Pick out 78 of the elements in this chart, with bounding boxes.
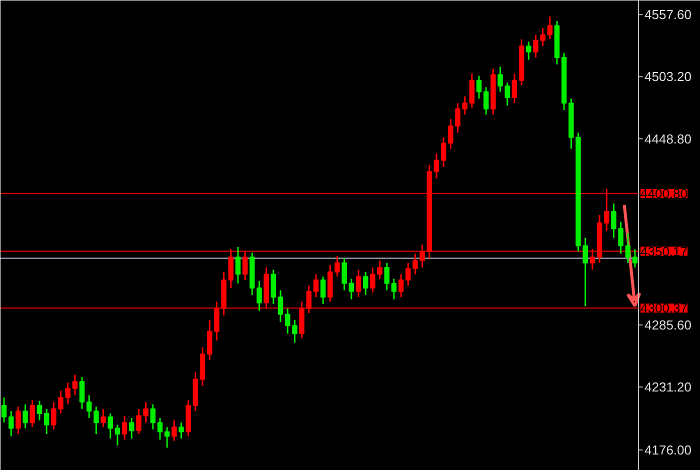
candlestick xyxy=(292,319,298,344)
candlestick xyxy=(150,404,156,430)
candlestick xyxy=(157,417,163,440)
candlestick xyxy=(8,410,14,438)
candlestick xyxy=(362,271,368,296)
candlestick xyxy=(16,406,21,435)
candlestick xyxy=(618,221,624,254)
ref-line-label: 4350.17 xyxy=(640,244,688,259)
candlestick xyxy=(320,276,326,305)
candlestick xyxy=(533,34,538,58)
candlestick xyxy=(455,102,460,134)
ref-line-label: 4400.80 xyxy=(640,186,688,202)
candlestick xyxy=(440,136,446,168)
candlestick xyxy=(108,412,114,440)
candlestick xyxy=(270,268,276,305)
candlestick xyxy=(604,188,610,232)
candlestick xyxy=(284,308,290,334)
candlestick xyxy=(398,274,404,298)
candlestick xyxy=(540,27,546,47)
candlestick xyxy=(306,284,312,314)
candlestick xyxy=(611,202,616,239)
candlestick xyxy=(94,406,99,435)
ref-line-label: 4300.37 xyxy=(640,300,688,316)
candlestick xyxy=(405,262,411,286)
candlestick xyxy=(22,404,28,430)
candlestick xyxy=(122,414,128,440)
candlestick xyxy=(342,258,347,292)
y-tick-label: 4503.20 xyxy=(644,69,692,84)
candlestick xyxy=(313,274,319,298)
candlestick xyxy=(228,248,234,289)
candlestick xyxy=(178,422,184,440)
candlestick xyxy=(412,253,418,276)
candlestick xyxy=(235,246,241,284)
candlestick xyxy=(590,248,596,270)
candlestick xyxy=(206,319,212,361)
candlestick xyxy=(391,278,397,300)
candlestick xyxy=(483,86,489,116)
candlestick xyxy=(462,96,468,116)
candlestick xyxy=(504,82,510,106)
candlestick xyxy=(278,290,284,323)
candlestick xyxy=(384,262,390,292)
candlestick xyxy=(79,376,85,410)
candlestick xyxy=(526,40,532,61)
candlestick xyxy=(65,382,70,406)
candlestick xyxy=(86,394,92,419)
candlestick xyxy=(100,408,106,428)
candlestick xyxy=(214,300,220,342)
candlestick xyxy=(334,255,340,278)
candlestick xyxy=(44,408,50,435)
candlestick xyxy=(547,16,553,40)
candlestick xyxy=(469,72,475,108)
y-tick-label: 4176.00 xyxy=(644,442,692,458)
candlestick xyxy=(36,400,42,422)
y-tick-label: 4231.20 xyxy=(644,379,692,394)
candlestick xyxy=(164,426,170,448)
y-tick-label: 4448.80 xyxy=(644,131,692,146)
candlestick xyxy=(58,390,64,414)
candlestick xyxy=(256,280,262,312)
candlestick xyxy=(476,75,482,100)
candlestick xyxy=(1,396,7,424)
candlestick xyxy=(129,417,134,440)
candlestick xyxy=(348,278,354,300)
candlestick xyxy=(498,66,503,93)
candlestick xyxy=(51,401,56,430)
y-tick-label: 4285.60 xyxy=(644,317,692,332)
y-tick-label: 4557.60 xyxy=(644,7,692,22)
candlestick xyxy=(30,399,36,428)
candlestick xyxy=(356,268,362,298)
candlestick xyxy=(632,248,638,268)
candlestick xyxy=(625,232,630,264)
candlestick xyxy=(448,118,454,150)
candlestick xyxy=(72,374,78,396)
candlestick xyxy=(242,250,248,281)
candlestick xyxy=(172,420,177,442)
candlestick xyxy=(434,152,440,180)
candlestick xyxy=(420,244,425,268)
candlestick xyxy=(512,72,518,104)
candlestick xyxy=(114,424,120,446)
